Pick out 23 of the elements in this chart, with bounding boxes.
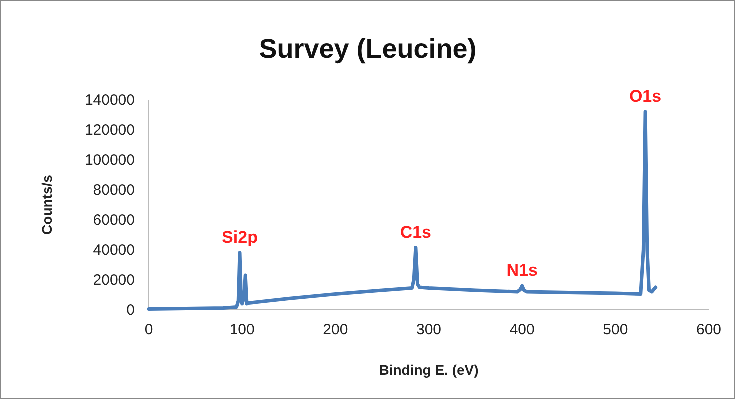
y-tick-label: 40000 — [93, 242, 135, 259]
x-tick-label: 500 — [603, 322, 628, 339]
x-tick-label: 400 — [510, 322, 535, 339]
y-tick-label: 20000 — [93, 272, 135, 289]
x-tick-label: 0 — [144, 322, 154, 339]
y-tick-label: 140000 — [84, 92, 135, 109]
annotation: O1s — [629, 87, 662, 106]
x-tick-label: 600 — [696, 322, 722, 339]
x-tick-label: 300 — [416, 322, 442, 339]
x-tick-label: 100 — [230, 322, 255, 339]
annotation: C1s — [400, 222, 432, 242]
y-tick-label: 60000 — [93, 212, 135, 229]
line-series — [147, 110, 658, 311]
y-tick-label: 120000 — [84, 122, 135, 139]
annotation: N1s — [506, 261, 538, 280]
y-tick-label: 100000 — [84, 152, 135, 169]
y-tick-label: 80000 — [93, 182, 135, 199]
y-tick-label: 0 — [126, 302, 135, 319]
x-axis-title: Binding E. (eV) — [379, 362, 479, 378]
x-tick-label: 200 — [323, 322, 348, 339]
chart-title: Survey (Leucine) — [259, 34, 477, 64]
annotation: Si2p — [222, 228, 258, 247]
y-axis-title: Counts/s — [39, 174, 55, 235]
